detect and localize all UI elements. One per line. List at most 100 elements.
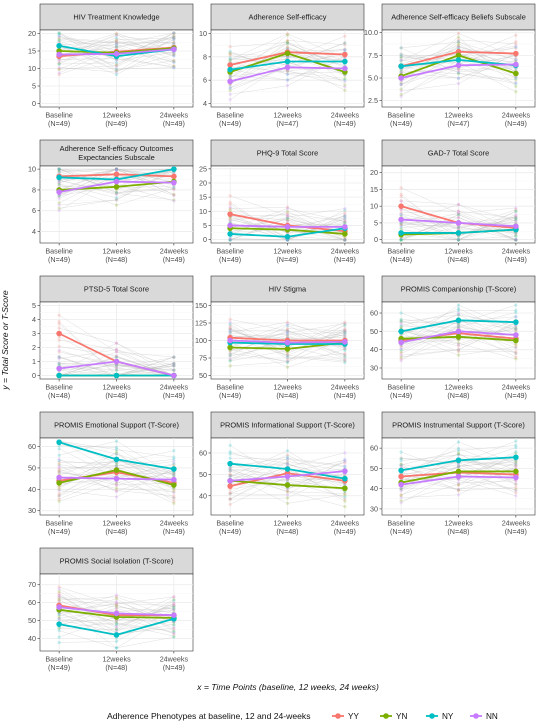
individual-point bbox=[172, 462, 176, 466]
series-point-ny bbox=[227, 66, 233, 73]
individual-point bbox=[172, 473, 176, 477]
y-tick-label: 30 bbox=[370, 364, 378, 373]
individual-point bbox=[285, 333, 290, 337]
individual-point bbox=[172, 362, 176, 366]
individual-point bbox=[172, 54, 176, 58]
panel-strip bbox=[210, 411, 365, 439]
individual-point bbox=[57, 206, 61, 210]
y-tick-label: 40 bbox=[28, 485, 36, 494]
individual-point bbox=[456, 238, 461, 242]
individual-point bbox=[399, 56, 403, 60]
series-point-yy bbox=[398, 473, 404, 480]
individual-point bbox=[172, 496, 176, 500]
individual-point bbox=[172, 603, 176, 608]
individual-point bbox=[399, 222, 403, 227]
panel-12: PROMIS Instrumental Support (T-Score) 30 4… bbox=[370, 411, 536, 536]
y-tick-label: 20 bbox=[199, 178, 207, 187]
individual-point bbox=[172, 355, 176, 359]
individual-point bbox=[228, 58, 232, 62]
y-tick-label: 30 bbox=[28, 506, 36, 515]
series-point-nn bbox=[113, 358, 120, 365]
individual-point bbox=[514, 75, 518, 79]
individual-point bbox=[114, 341, 119, 345]
individual-point bbox=[399, 213, 403, 217]
individual-line bbox=[401, 453, 516, 478]
individual-point bbox=[57, 170, 61, 174]
individual-point bbox=[114, 364, 119, 368]
individual-point bbox=[114, 68, 119, 72]
individual-point bbox=[57, 362, 61, 366]
individual-point bbox=[172, 35, 176, 39]
individual-point bbox=[514, 218, 518, 222]
series-point-ny bbox=[113, 372, 120, 379]
individual-point bbox=[343, 206, 347, 211]
individual-point bbox=[285, 489, 290, 494]
individual-line bbox=[59, 445, 175, 483]
individual-point bbox=[399, 322, 403, 326]
series-point-ny bbox=[398, 230, 404, 236]
individual-trajectories bbox=[399, 186, 518, 242]
individual-point bbox=[114, 58, 119, 62]
individual-point bbox=[285, 353, 290, 357]
individual-point bbox=[57, 589, 61, 594]
individual-point bbox=[57, 616, 61, 620]
series-point-nn bbox=[171, 372, 177, 379]
individual-point bbox=[57, 167, 61, 171]
series-point-nn bbox=[455, 328, 462, 335]
individual-point bbox=[228, 497, 232, 501]
individual-line bbox=[401, 328, 516, 352]
individual-line bbox=[230, 336, 345, 360]
individual-point bbox=[228, 86, 232, 90]
individual-point bbox=[514, 351, 518, 355]
x-tick-label: Baseline bbox=[45, 111, 73, 120]
individual-point bbox=[399, 71, 403, 75]
individual-point bbox=[285, 39, 290, 44]
series-point-nn bbox=[171, 476, 177, 483]
series-point-ny bbox=[284, 466, 291, 472]
individual-point bbox=[114, 192, 119, 197]
individual-point bbox=[456, 349, 461, 354]
series-point-ny bbox=[113, 456, 120, 463]
x-tick-n-label: (N=49) bbox=[334, 527, 356, 536]
individual-point bbox=[514, 328, 518, 332]
individual-point bbox=[228, 452, 232, 456]
individual-line bbox=[59, 465, 174, 492]
individual-point bbox=[172, 603, 176, 608]
individual-point bbox=[514, 206, 518, 210]
individual-point bbox=[399, 333, 403, 337]
individual-point bbox=[399, 501, 403, 505]
individual-point bbox=[172, 37, 176, 42]
individual-point bbox=[399, 495, 403, 500]
individual-point bbox=[285, 459, 290, 464]
individual-point bbox=[343, 334, 347, 339]
individual-point bbox=[172, 449, 176, 453]
individual-point bbox=[343, 329, 347, 333]
individual-point bbox=[114, 450, 119, 454]
y-tick-label: 6 bbox=[203, 76, 207, 85]
x-tick-n-label: (N=47) bbox=[447, 119, 469, 128]
individual-line bbox=[230, 221, 345, 241]
individual-line bbox=[59, 39, 174, 65]
individual-line bbox=[58, 451, 175, 499]
individual-point bbox=[514, 216, 518, 220]
panel-title: Expectancies Subscale bbox=[78, 153, 154, 162]
individual-line bbox=[59, 603, 174, 632]
individual-line bbox=[230, 341, 345, 368]
individual-point bbox=[57, 62, 61, 66]
individual-point bbox=[228, 327, 232, 331]
individual-point bbox=[114, 495, 119, 499]
x-tick-label: Baseline bbox=[216, 519, 244, 528]
individual-line bbox=[401, 325, 516, 345]
individual-line bbox=[229, 42, 345, 83]
individual-point bbox=[456, 489, 461, 493]
individual-point bbox=[285, 493, 290, 497]
individual-line bbox=[230, 458, 345, 468]
individual-point bbox=[57, 618, 61, 622]
series-point-nn bbox=[171, 46, 177, 53]
individual-point bbox=[172, 199, 176, 203]
individual-point bbox=[285, 216, 290, 221]
individual-point bbox=[514, 466, 518, 470]
series-point-yn bbox=[56, 480, 62, 486]
series-point-nn bbox=[455, 473, 462, 480]
individual-point bbox=[114, 355, 119, 359]
